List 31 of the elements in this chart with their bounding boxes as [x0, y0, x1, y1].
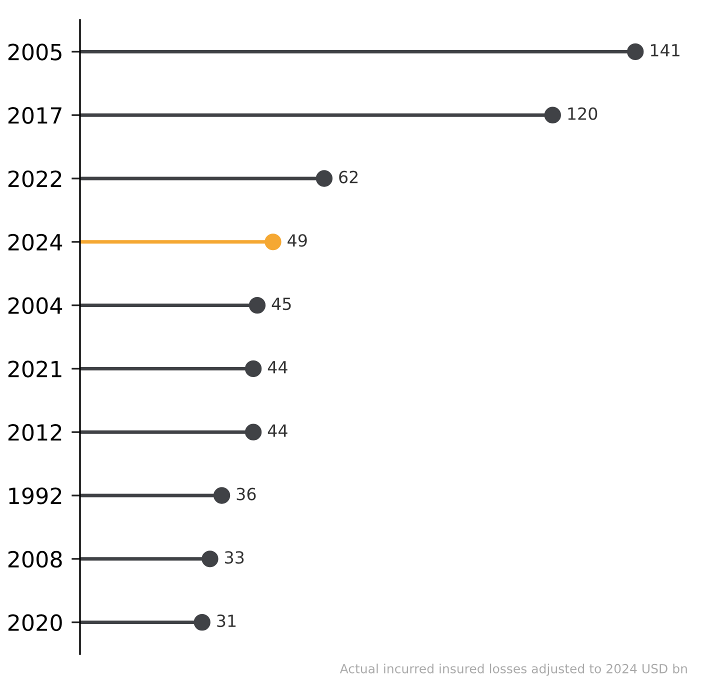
y-tick-label: 1992	[9, 487, 62, 504]
y-tick-label: 2005	[8, 44, 62, 60]
data-label: 33	[225, 551, 244, 564]
data-label: 44	[268, 424, 288, 437]
point	[316, 170, 333, 187]
y-tick-label: 2012	[8, 424, 62, 441]
data-label: 49	[288, 234, 307, 247]
data-label: 62	[339, 170, 358, 184]
y-tick-label: 2008	[8, 550, 62, 568]
y-tick-label: 2017	[8, 107, 62, 124]
data-label: 120	[568, 107, 598, 120]
y-tick-label: 2021	[8, 360, 62, 378]
point	[194, 614, 210, 631]
point	[544, 106, 561, 124]
data-label: 36	[236, 488, 256, 500]
data-label: 31	[217, 614, 236, 628]
y-tick-label: 2020	[8, 614, 62, 632]
point	[264, 234, 282, 250]
data-label: 44	[268, 361, 288, 374]
data-label: 141	[650, 44, 680, 56]
point	[202, 550, 218, 568]
point	[248, 296, 266, 314]
y-tick-label: 2022	[8, 170, 62, 188]
point	[627, 43, 644, 60]
y-tick-label: 2004	[8, 297, 62, 314]
y-tick-label: 2024	[8, 234, 62, 251]
point	[213, 487, 230, 504]
point	[244, 424, 262, 440]
data-label: 45	[272, 298, 291, 310]
point	[244, 360, 262, 378]
text: Actual incurred insured losses adjusted to 2024 USD bn	[340, 664, 687, 676]
